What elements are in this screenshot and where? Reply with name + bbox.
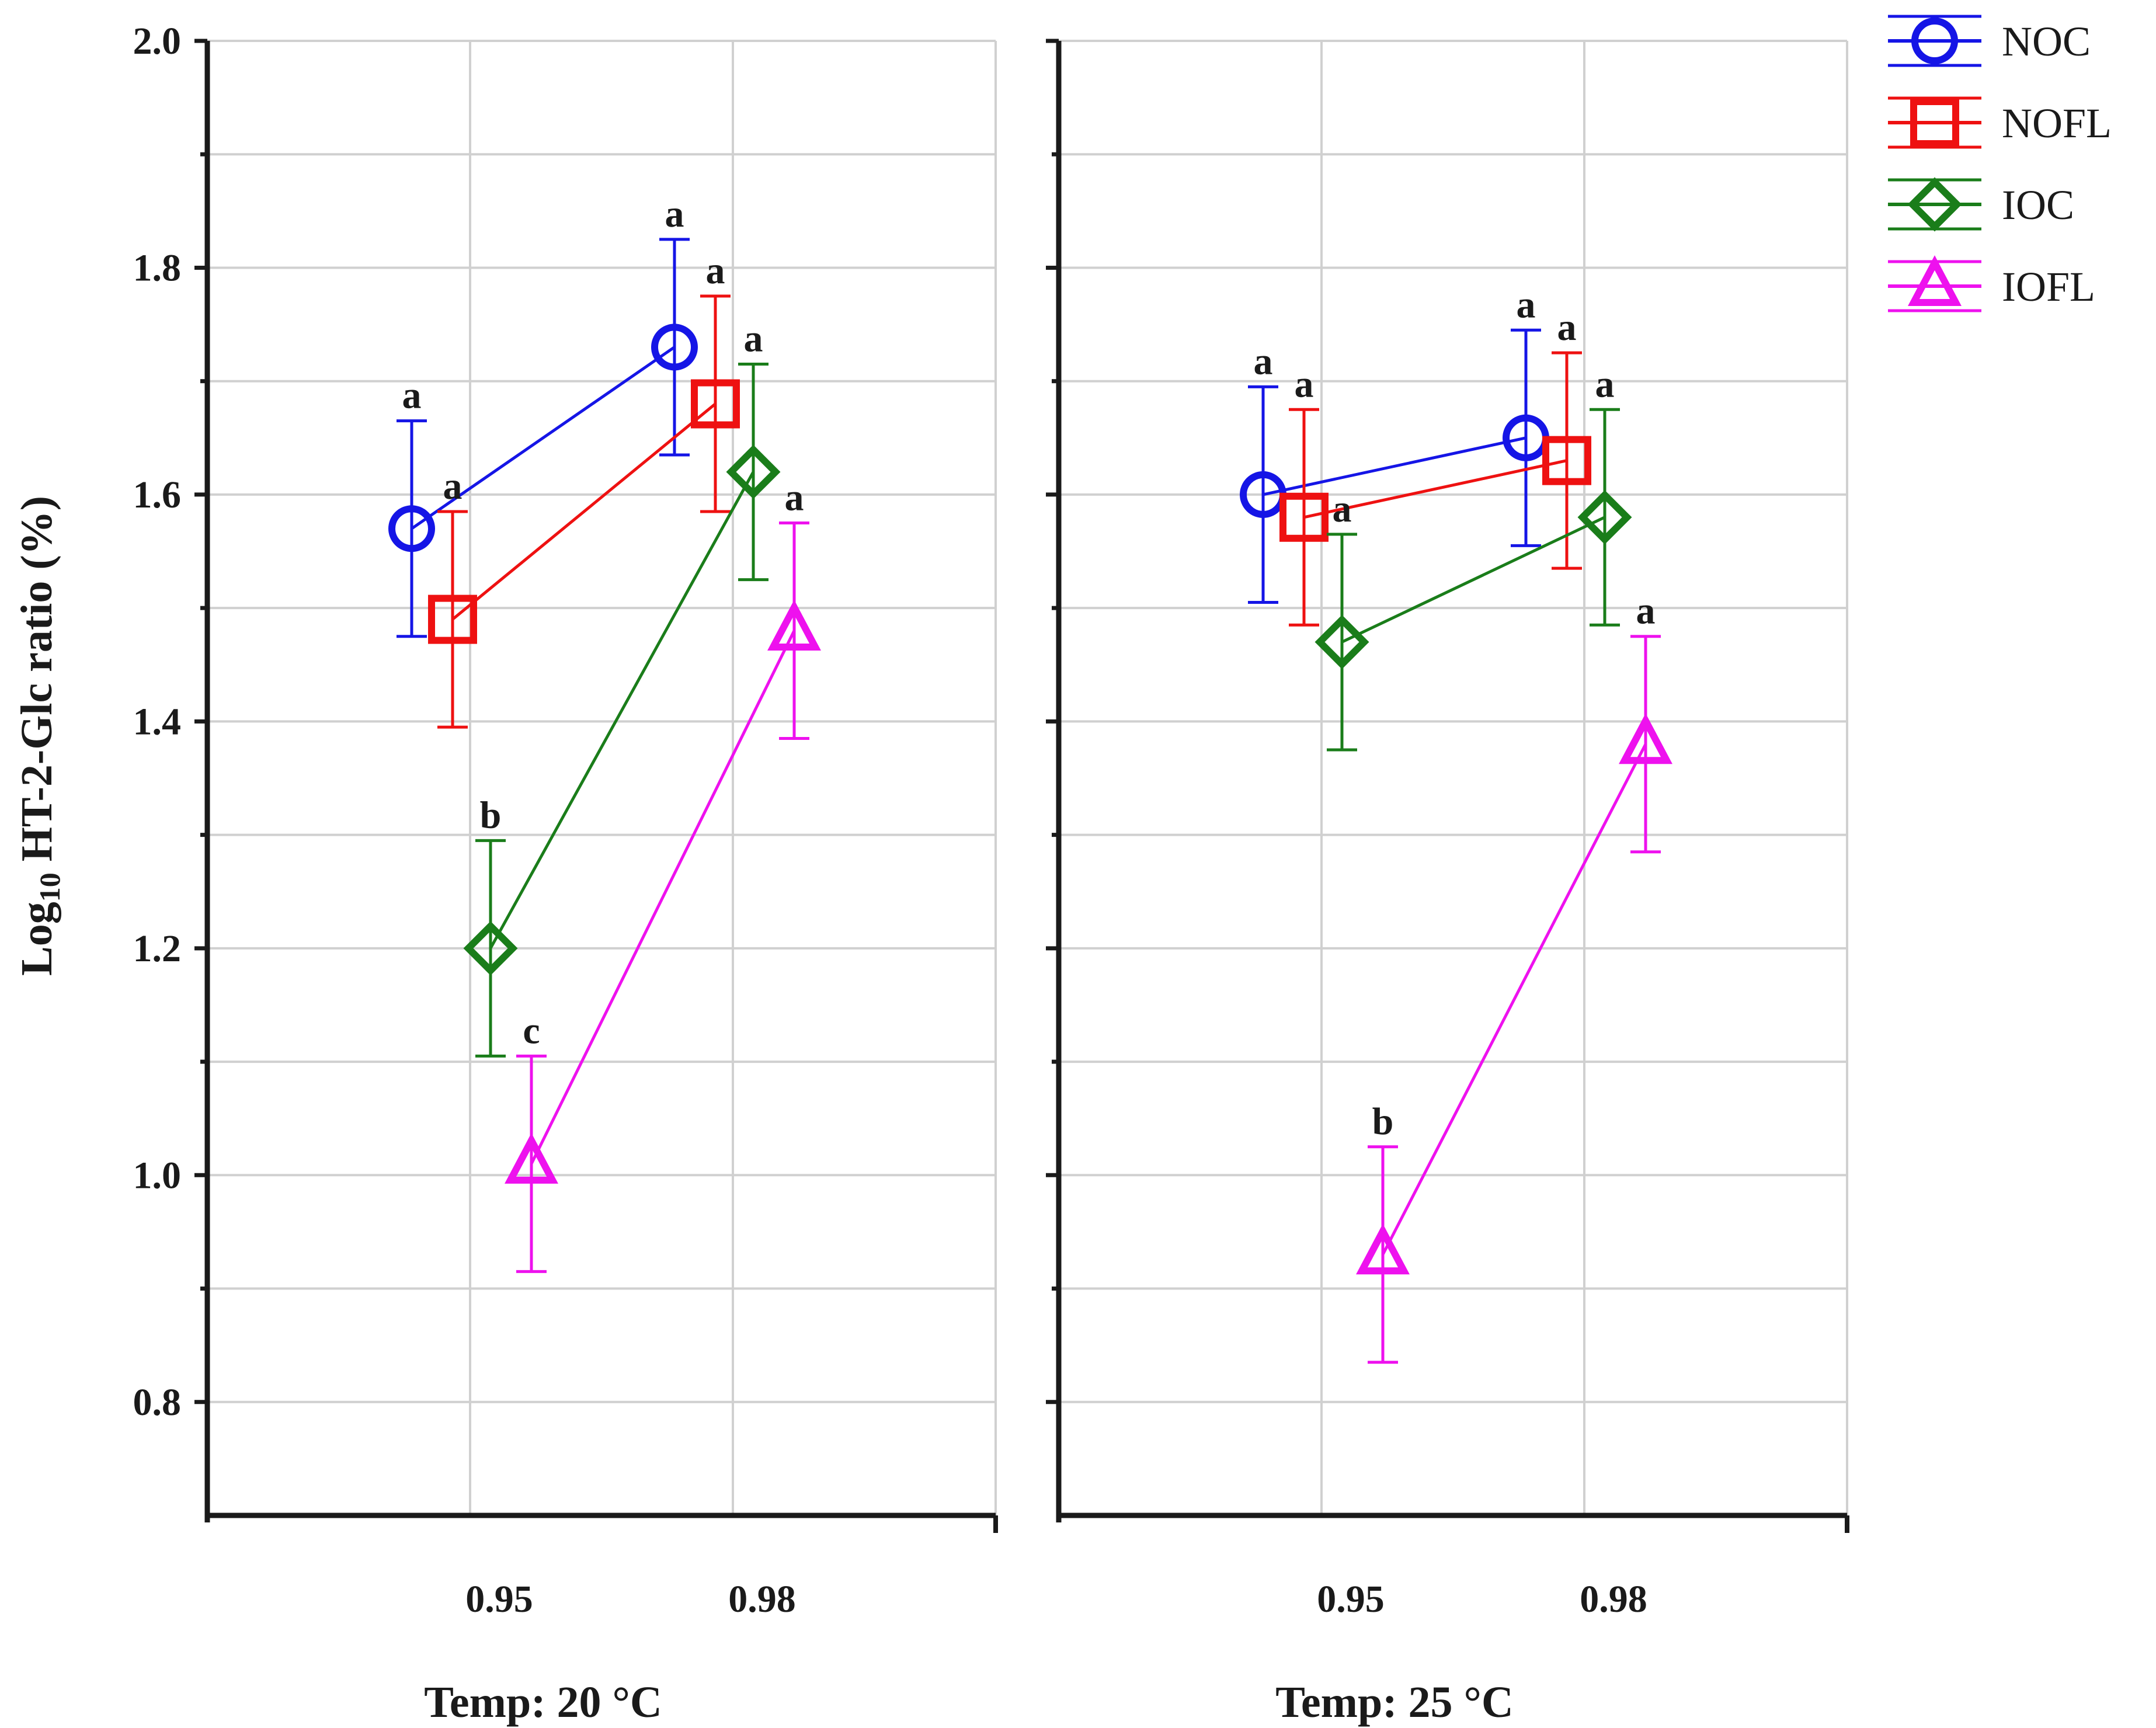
legend-marker [1907, 177, 1962, 232]
data-point [691, 379, 740, 429]
series-NOC: aa [1240, 283, 1549, 604]
significance-letter: a [443, 465, 463, 507]
significance-letter: a [402, 374, 422, 417]
series-line [1263, 436, 1526, 496]
significance-letter: b [1372, 1100, 1394, 1143]
legend-label: NOC [2002, 18, 2091, 65]
series-line [530, 630, 796, 1164]
significance-letter: a [1595, 363, 1615, 405]
legend-entry-IOFL: IOFL [1888, 255, 2095, 312]
legend-label: NOFL [2002, 100, 2112, 147]
svg-text:Log10 HT-2-Glc ratio (%): Log10 HT-2-Glc ratio (%) [12, 496, 66, 976]
series-line [1381, 743, 1647, 1256]
x-tick-label: 0.98 [728, 1578, 796, 1621]
series-IOFL: ba [1356, 590, 1672, 1364]
x-tick-label: 0.98 [1580, 1578, 1647, 1621]
data-point [1356, 1223, 1410, 1275]
data-point [651, 324, 698, 371]
legend-entry-NOFL: NOFL [1888, 96, 2112, 149]
y-axis-title-prefix: Log [12, 902, 61, 976]
x-tick-label: 0.95 [465, 1578, 533, 1621]
significance-letter: a [1517, 283, 1536, 326]
series-NOFL: aa [428, 249, 740, 729]
series-IOC: ba [463, 318, 781, 1058]
series-line [1303, 459, 1567, 519]
significance-letter: a [1333, 488, 1352, 530]
series-line [489, 471, 755, 950]
data-point [1619, 713, 1672, 764]
y-tick-label: 1.6 [133, 474, 182, 516]
data-point [1577, 490, 1632, 545]
significance-letter: a [706, 249, 725, 292]
series-line [1341, 516, 1606, 644]
series-line [451, 402, 717, 621]
significance-letter: a [1254, 340, 1273, 383]
y-tick-label: 1.0 [133, 1154, 182, 1197]
legend-marker [1911, 18, 1958, 64]
legend-label: IOC [2002, 182, 2074, 228]
y-tick-label: 1.4 [133, 700, 182, 743]
y-tick-label: 2.0 [133, 20, 182, 62]
x-axis-title: Temp: 20 °C [424, 1678, 662, 1727]
x-tick-label: 0.95 [1317, 1578, 1385, 1621]
x-axis-title: Temp: 25 °C [1275, 1678, 1514, 1727]
panel-1: 0.8 1.0 1.2 1.4 1.6 1.8 2.0 0.95 0.98 Temp: 20 °C… [133, 20, 998, 1727]
significance-letter: a [1557, 306, 1577, 349]
legend-label: IOFL [2002, 263, 2095, 310]
data-point [1315, 614, 1369, 669]
y-tick-label: 0.8 [133, 1381, 182, 1424]
y-tick-label: 1.2 [133, 927, 182, 970]
series-IOFL: ca [505, 476, 821, 1273]
data-point [1542, 436, 1591, 485]
data-point [767, 600, 821, 651]
data-point [726, 444, 781, 499]
y-tick-label: 1.8 [133, 246, 182, 289]
legend-marker [1910, 98, 1959, 147]
data-point [428, 594, 477, 644]
significance-letter: a [1636, 590, 1656, 632]
significance-letter: a [665, 193, 684, 235]
legend: NOC NOFL IOC IOFL [1888, 15, 2112, 312]
series-NOFL: aa [1279, 306, 1591, 627]
y-axis-title-rest: HT-2-Glc ratio (%) [12, 496, 61, 872]
data-point [463, 921, 518, 976]
significance-letter: a [785, 476, 804, 519]
legend-entry-IOC: IOC [1888, 177, 2074, 232]
significance-letter: c [523, 1009, 540, 1052]
data-point [388, 505, 435, 552]
significance-letter: a [744, 318, 763, 360]
series-IOC: aa [1315, 363, 1632, 752]
y-axis-title: Log10 HT-2-Glc ratio (%) [12, 496, 66, 976]
data-point [505, 1133, 558, 1184]
y-axis-title-subscript: 10 [33, 872, 66, 902]
significance-letter: a [1295, 363, 1314, 405]
legend-entry-NOC: NOC [1888, 15, 2091, 67]
chart-panels: 0.8 1.0 1.2 1.4 1.6 1.8 2.0 0.95 0.98 Temp: 20 °C… [133, 20, 1849, 1727]
series-line [411, 346, 676, 530]
series-NOC: aa [388, 193, 698, 638]
significance-letter: b [480, 794, 502, 836]
data-point [1279, 492, 1329, 542]
legend-marker [1908, 255, 1962, 306]
